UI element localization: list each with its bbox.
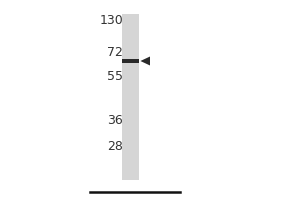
Polygon shape: [140, 57, 150, 65]
Bar: [122, 59, 139, 63]
Text: 36: 36: [107, 114, 123, 128]
Text: 72: 72: [107, 46, 123, 60]
Text: 130: 130: [99, 14, 123, 26]
Bar: [122, 14, 139, 180]
Text: 55: 55: [107, 71, 123, 84]
Text: 28: 28: [107, 140, 123, 154]
